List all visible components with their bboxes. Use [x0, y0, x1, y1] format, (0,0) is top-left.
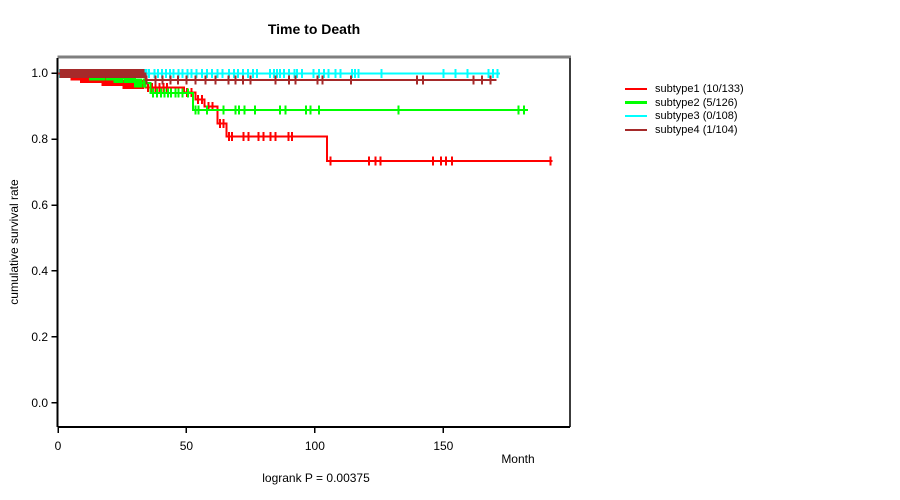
legend-line-sample — [625, 101, 647, 104]
x-axis-label: Month — [501, 452, 535, 466]
y-tick-label: 1.0 — [31, 66, 48, 81]
y-tick-label: 0.8 — [31, 132, 48, 147]
legend: subtype1 (10/133) subtype2 (5/126) subtype… — [625, 82, 744, 137]
legend-line-sample — [625, 128, 647, 132]
y-tick-label: 0.0 — [31, 395, 48, 410]
x-tick-label: 0 — [54, 439, 62, 453]
x-tick-label: 100 — [304, 439, 325, 453]
x-tick-label: 50 — [179, 439, 194, 453]
legend-line-sample — [625, 114, 647, 118]
y-tick-label: 0.6 — [31, 198, 48, 213]
legend-item-label: subtype1 (10/133) — [655, 82, 744, 95]
censor-ticks-4 — [59, 68, 492, 85]
legend-line-sample — [625, 87, 647, 91]
logrank-note: logrank P = 0.00375 — [262, 471, 370, 485]
y-tick-label: 0.2 — [31, 329, 48, 344]
chart-title: Time to Death — [267, 21, 361, 37]
legend-item: subtype3 (0/108) — [625, 109, 744, 123]
y-tick-label: 0.4 — [31, 263, 48, 278]
legend-item: subtype2 (5/126) — [625, 96, 744, 110]
legend-item-label: subtype3 (0/108) — [655, 110, 738, 123]
x-tick-label: 150 — [433, 439, 454, 453]
legend-item: subtype4 (1/104) — [625, 123, 744, 137]
legend-item: subtype1 (10/133) — [625, 82, 744, 96]
legend-item-label: subtype2 (5/126) — [655, 96, 738, 109]
legend-item-label: subtype4 (1/104) — [655, 123, 738, 136]
